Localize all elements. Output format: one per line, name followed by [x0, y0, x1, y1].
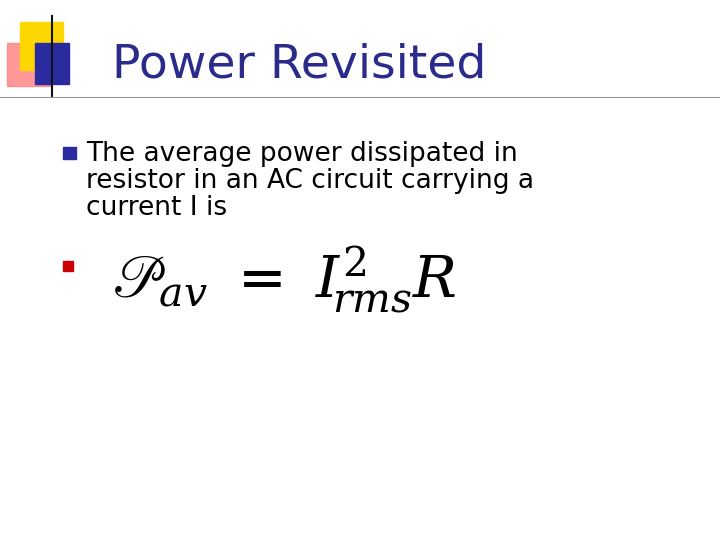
Bar — [7, 43, 50, 86]
Text: resistor in an AC circuit carrying a: resistor in an AC circuit carrying a — [86, 168, 534, 194]
Bar — [35, 43, 69, 84]
Bar — [20, 22, 63, 70]
Bar — [63, 261, 73, 271]
Bar — [63, 147, 76, 159]
Text: The average power dissipated in: The average power dissipated in — [86, 141, 518, 167]
Text: current I is: current I is — [86, 195, 228, 221]
Text: $\mathscr{P}_{\!\mathit{av}}\ =\ I^{2}_{\!\mathit{rms}}R$: $\mathscr{P}_{\!\mathit{av}}\ =\ I^{2}_{… — [112, 245, 456, 316]
Text: Power Revisited: Power Revisited — [112, 42, 486, 87]
